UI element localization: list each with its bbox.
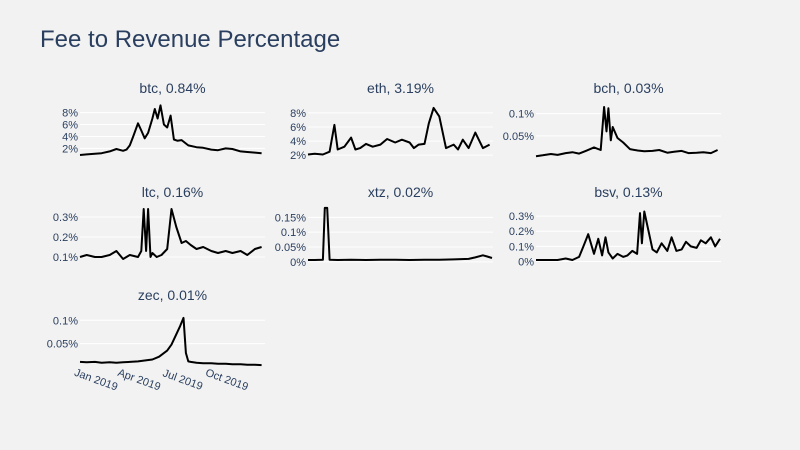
chart-title: Fee to Revenue Percentage	[40, 26, 341, 53]
panel-bsv: bsv, 0.13% 0% 0.1% 0.2% 0.3%	[509, 184, 721, 268]
y-tick-label: 0.2%	[53, 232, 78, 244]
panel-title-bsv: bsv, 0.13%	[594, 184, 662, 200]
y-tick-label: 0.2%	[509, 226, 534, 238]
panel-title-ltc: ltc, 0.16%	[142, 184, 203, 200]
y-tick-label: 2%	[62, 143, 78, 155]
y-tick-label: 0.15%	[275, 212, 306, 224]
panel-title-xtz: xtz, 0.02%	[368, 184, 433, 200]
x-tick-label: Oct 2019	[204, 367, 250, 394]
y-tick-label: 0.05%	[503, 131, 534, 143]
y-tick-label: 0.1%	[509, 109, 534, 121]
y-tick-label: 0%	[290, 257, 306, 269]
y-tick-label: 8%	[62, 108, 78, 120]
panel-title-btc: btc, 0.84%	[139, 80, 205, 96]
y-tick-label: 0.1%	[281, 227, 306, 239]
y-tick-label: 6%	[290, 122, 306, 134]
panel-title-bch: bch, 0.03%	[593, 80, 663, 96]
series-line-zec	[79, 316, 262, 367]
panel-title-zec: zec, 0.01%	[138, 287, 207, 303]
panel-zec: zec, 0.01% 0.05% 0.1%	[47, 287, 265, 367]
series-line-eth	[307, 106, 491, 156]
y-tick-label: 8%	[290, 108, 306, 120]
series-line-bsv	[536, 210, 721, 261]
y-tick-label: 4%	[290, 136, 306, 148]
y-tick-label: 0.1%	[53, 315, 78, 327]
series-line-ltc	[79, 208, 262, 260]
y-tick-label: 0.3%	[53, 212, 78, 224]
x-tick-label: Jul 2019	[161, 367, 204, 393]
panel-ltc: ltc, 0.16% 0.1% 0.2% 0.3%	[53, 184, 265, 264]
panel-title-eth: eth, 3.19%	[367, 80, 434, 96]
x-tick-label: Jan 2019	[73, 367, 120, 394]
x-tick-label: Apr 2019	[116, 367, 162, 394]
y-tick-label: 6%	[62, 120, 78, 132]
panel-eth: eth, 3.19% 2% 4% 6% 8%	[290, 80, 493, 162]
y-tick-label: 0.05%	[47, 339, 78, 351]
y-tick-label: 0.1%	[509, 241, 534, 253]
y-tick-label: 4%	[62, 131, 78, 143]
y-tick-label: 0.05%	[275, 242, 306, 254]
y-tick-label: 2%	[290, 150, 306, 162]
series-line-bch	[535, 106, 719, 158]
y-tick-label: 0%	[518, 256, 534, 268]
panel-btc: btc, 0.84% 2%4%6%8%	[62, 80, 265, 156]
panel-xtz: xtz, 0.02% 0% 0.05% 0.1% 0.15%	[275, 184, 493, 269]
series-line-xtz	[308, 206, 493, 261]
panel-bch: bch, 0.03% 0.05% 0.1%	[503, 80, 721, 158]
y-tick-label: 0.3%	[509, 211, 534, 223]
series-line-btc	[79, 104, 262, 156]
y-tick-label: 0.1%	[53, 252, 78, 264]
